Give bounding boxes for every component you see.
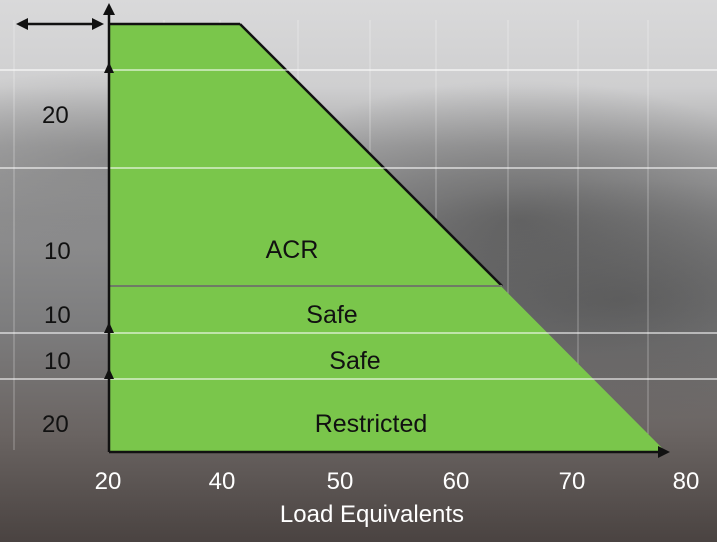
y-axis-tick-arrow [104,62,114,73]
region-label-acr: ACR [266,236,319,264]
slope-edge [239,23,503,287]
y-axis-tick-arrow [104,368,114,379]
x-tick-label: 80 [673,468,700,495]
y-band-label: 20 [42,102,69,129]
region-label-safe: Safe [306,301,357,329]
x-tick-label: 50 [327,468,354,495]
y-band-label: 20 [42,411,69,438]
x-tick-label: 60 [443,468,470,495]
region-label-restricted: Restricted [315,410,428,438]
load-area [109,24,666,452]
x-tick-label: 70 [559,468,586,495]
region-label-safe: Safe [329,347,380,375]
x-tick-label: 40 [209,468,236,495]
y-band-label: 10 [44,302,71,329]
y-band-label: 10 [44,238,71,265]
y-band-label: 10 [44,348,71,375]
horizontal-gridlines [0,69,717,380]
double-arrow [16,18,104,30]
x-axis-arrow [658,446,670,458]
x-tick-label: 20 [95,468,122,495]
y-axis-tick-arrow [104,322,114,333]
y-axis-arrow-top [103,3,115,15]
x-axis-title: Load Equivalents [280,501,464,528]
